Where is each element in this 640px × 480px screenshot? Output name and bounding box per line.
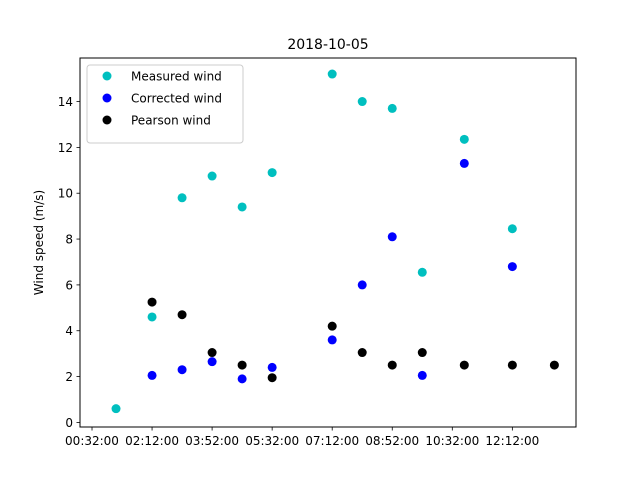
data-point xyxy=(237,360,247,370)
y-tick-label: 6 xyxy=(65,278,73,292)
x-tick-label: 08:52:00 xyxy=(365,434,419,448)
legend-box xyxy=(86,64,244,144)
data-point xyxy=(147,297,157,307)
y-axis-label: Wind speed (m/s) xyxy=(32,190,46,295)
legend: Measured wind Corrected wind Pearson wind xyxy=(86,64,244,144)
data-point xyxy=(327,69,337,79)
legend-marker xyxy=(102,71,112,81)
data-point xyxy=(327,335,337,345)
x-tick-label: 05:32:00 xyxy=(245,434,299,448)
data-point xyxy=(459,158,469,168)
data-point xyxy=(237,374,247,384)
legend-label: Pearson wind xyxy=(131,114,211,128)
data-point xyxy=(207,357,217,367)
data-point xyxy=(507,360,517,370)
x-tick-label: 10:32:00 xyxy=(425,434,479,448)
y-tick-label: 12 xyxy=(58,141,73,155)
legend-marker xyxy=(102,115,112,125)
y-tick-label: 0 xyxy=(65,416,73,430)
data-point xyxy=(237,202,247,212)
legend-marker xyxy=(102,93,112,103)
data-point xyxy=(177,310,187,320)
data-point xyxy=(387,360,397,370)
legend-label: Measured wind xyxy=(131,70,222,84)
data-point xyxy=(327,321,337,331)
data-point xyxy=(387,103,397,113)
x-axis-ticks: 00:32:00 02:12:00 03:52:00 05:32:00 07:12:00… xyxy=(65,427,539,448)
data-point xyxy=(177,193,187,203)
data-point xyxy=(549,360,559,370)
plot-frame xyxy=(79,57,577,428)
data-point xyxy=(207,348,217,358)
data-point xyxy=(147,370,157,380)
data-point xyxy=(459,360,469,370)
series-1 xyxy=(111,69,517,414)
data-point xyxy=(177,365,187,375)
x-tick-label: 02:12:00 xyxy=(125,434,179,448)
data-point xyxy=(357,280,367,290)
x-tick-label: 12:12:00 xyxy=(485,434,539,448)
y-axis-ticks: 0 2 4 6 8 10 12 14 xyxy=(58,95,80,430)
y-tick-label: 4 xyxy=(65,324,73,338)
x-tick-label: 03:52:00 xyxy=(185,434,239,448)
y-tick-label: 10 xyxy=(58,187,73,201)
x-tick-label: 07:12:00 xyxy=(305,434,359,448)
data-point xyxy=(387,232,397,242)
chart-title: 2018-10-05 xyxy=(287,37,368,53)
data-point xyxy=(267,168,277,178)
data-point xyxy=(507,224,517,234)
series-2 xyxy=(147,158,517,384)
data-point xyxy=(267,362,277,372)
data-points xyxy=(111,69,559,414)
data-point xyxy=(207,171,217,181)
data-point xyxy=(357,348,367,358)
y-tick-label: 14 xyxy=(58,95,73,109)
data-point xyxy=(459,134,469,144)
data-point xyxy=(507,262,517,272)
legend-label: Corrected wind xyxy=(131,92,222,106)
data-point xyxy=(417,348,427,358)
y-tick-label: 8 xyxy=(65,233,73,247)
data-point xyxy=(147,312,157,322)
data-point xyxy=(111,404,121,414)
data-point xyxy=(357,97,367,107)
data-point xyxy=(417,267,427,277)
series-3 xyxy=(147,297,559,383)
x-tick-label: 00:32:00 xyxy=(65,434,119,448)
data-point xyxy=(267,373,277,383)
data-point xyxy=(417,370,427,380)
y-tick-label: 2 xyxy=(65,370,73,384)
